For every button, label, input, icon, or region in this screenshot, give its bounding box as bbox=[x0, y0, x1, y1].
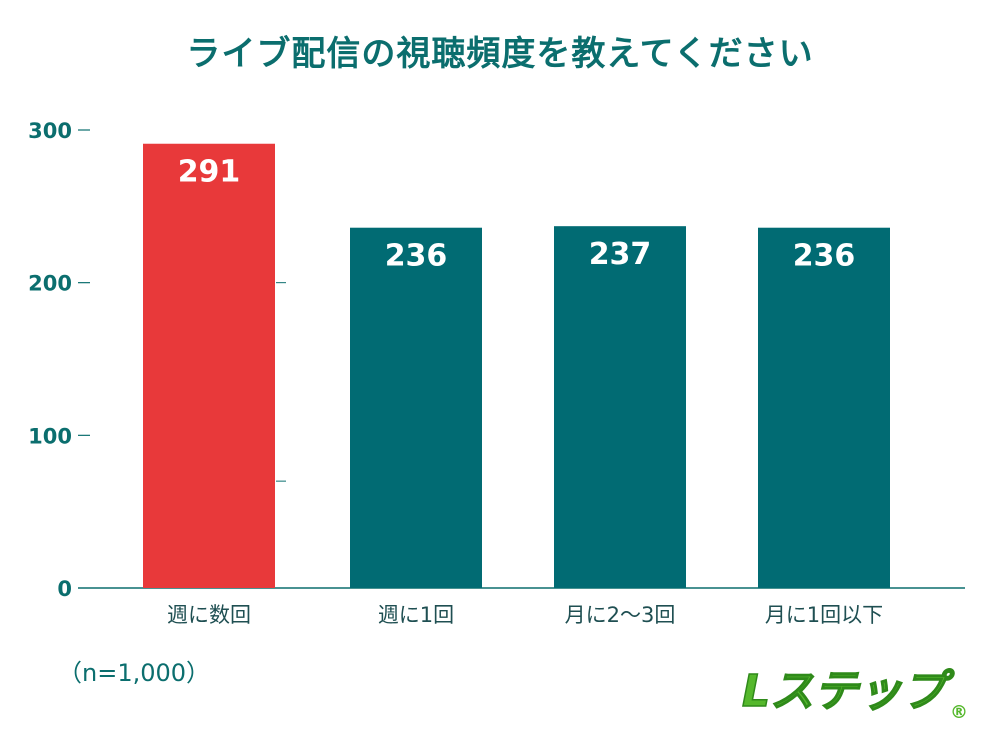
x-tick-label: 月に2〜3回 bbox=[565, 603, 676, 627]
bar-value-label: 236 bbox=[385, 239, 448, 274]
bar-value-label: 237 bbox=[589, 237, 652, 272]
logo-text: Lステップ bbox=[742, 666, 955, 717]
bars-layer bbox=[143, 143, 890, 589]
bar bbox=[758, 227, 890, 588]
y-tick-label: 200 bbox=[28, 272, 72, 296]
x-tick-label: 週に数回 bbox=[167, 603, 251, 627]
bar bbox=[350, 227, 482, 588]
bar-value-label: 236 bbox=[793, 239, 856, 274]
bar-value-label: 291 bbox=[178, 155, 241, 190]
registered-mark: ® bbox=[950, 702, 968, 723]
bar bbox=[554, 226, 686, 588]
brand-logo: Lステップ ® bbox=[741, 665, 968, 723]
labels-layer: 291 週に数回 236 週に1回 237 月に2〜3回 236 月に1回以下 bbox=[167, 155, 883, 627]
chart-title: ライブ配信の視聴頻度を教えてください bbox=[186, 34, 814, 74]
y-tick-label: 300 bbox=[28, 119, 72, 143]
sample-size-note: （n=1,000） bbox=[58, 659, 211, 687]
x-tick-label: 週に1回 bbox=[378, 603, 454, 627]
y-tick-label: 0 bbox=[57, 577, 72, 601]
x-tick-label: 月に1回以下 bbox=[765, 603, 883, 627]
bar bbox=[143, 143, 275, 589]
y-tick-label: 100 bbox=[28, 424, 72, 448]
